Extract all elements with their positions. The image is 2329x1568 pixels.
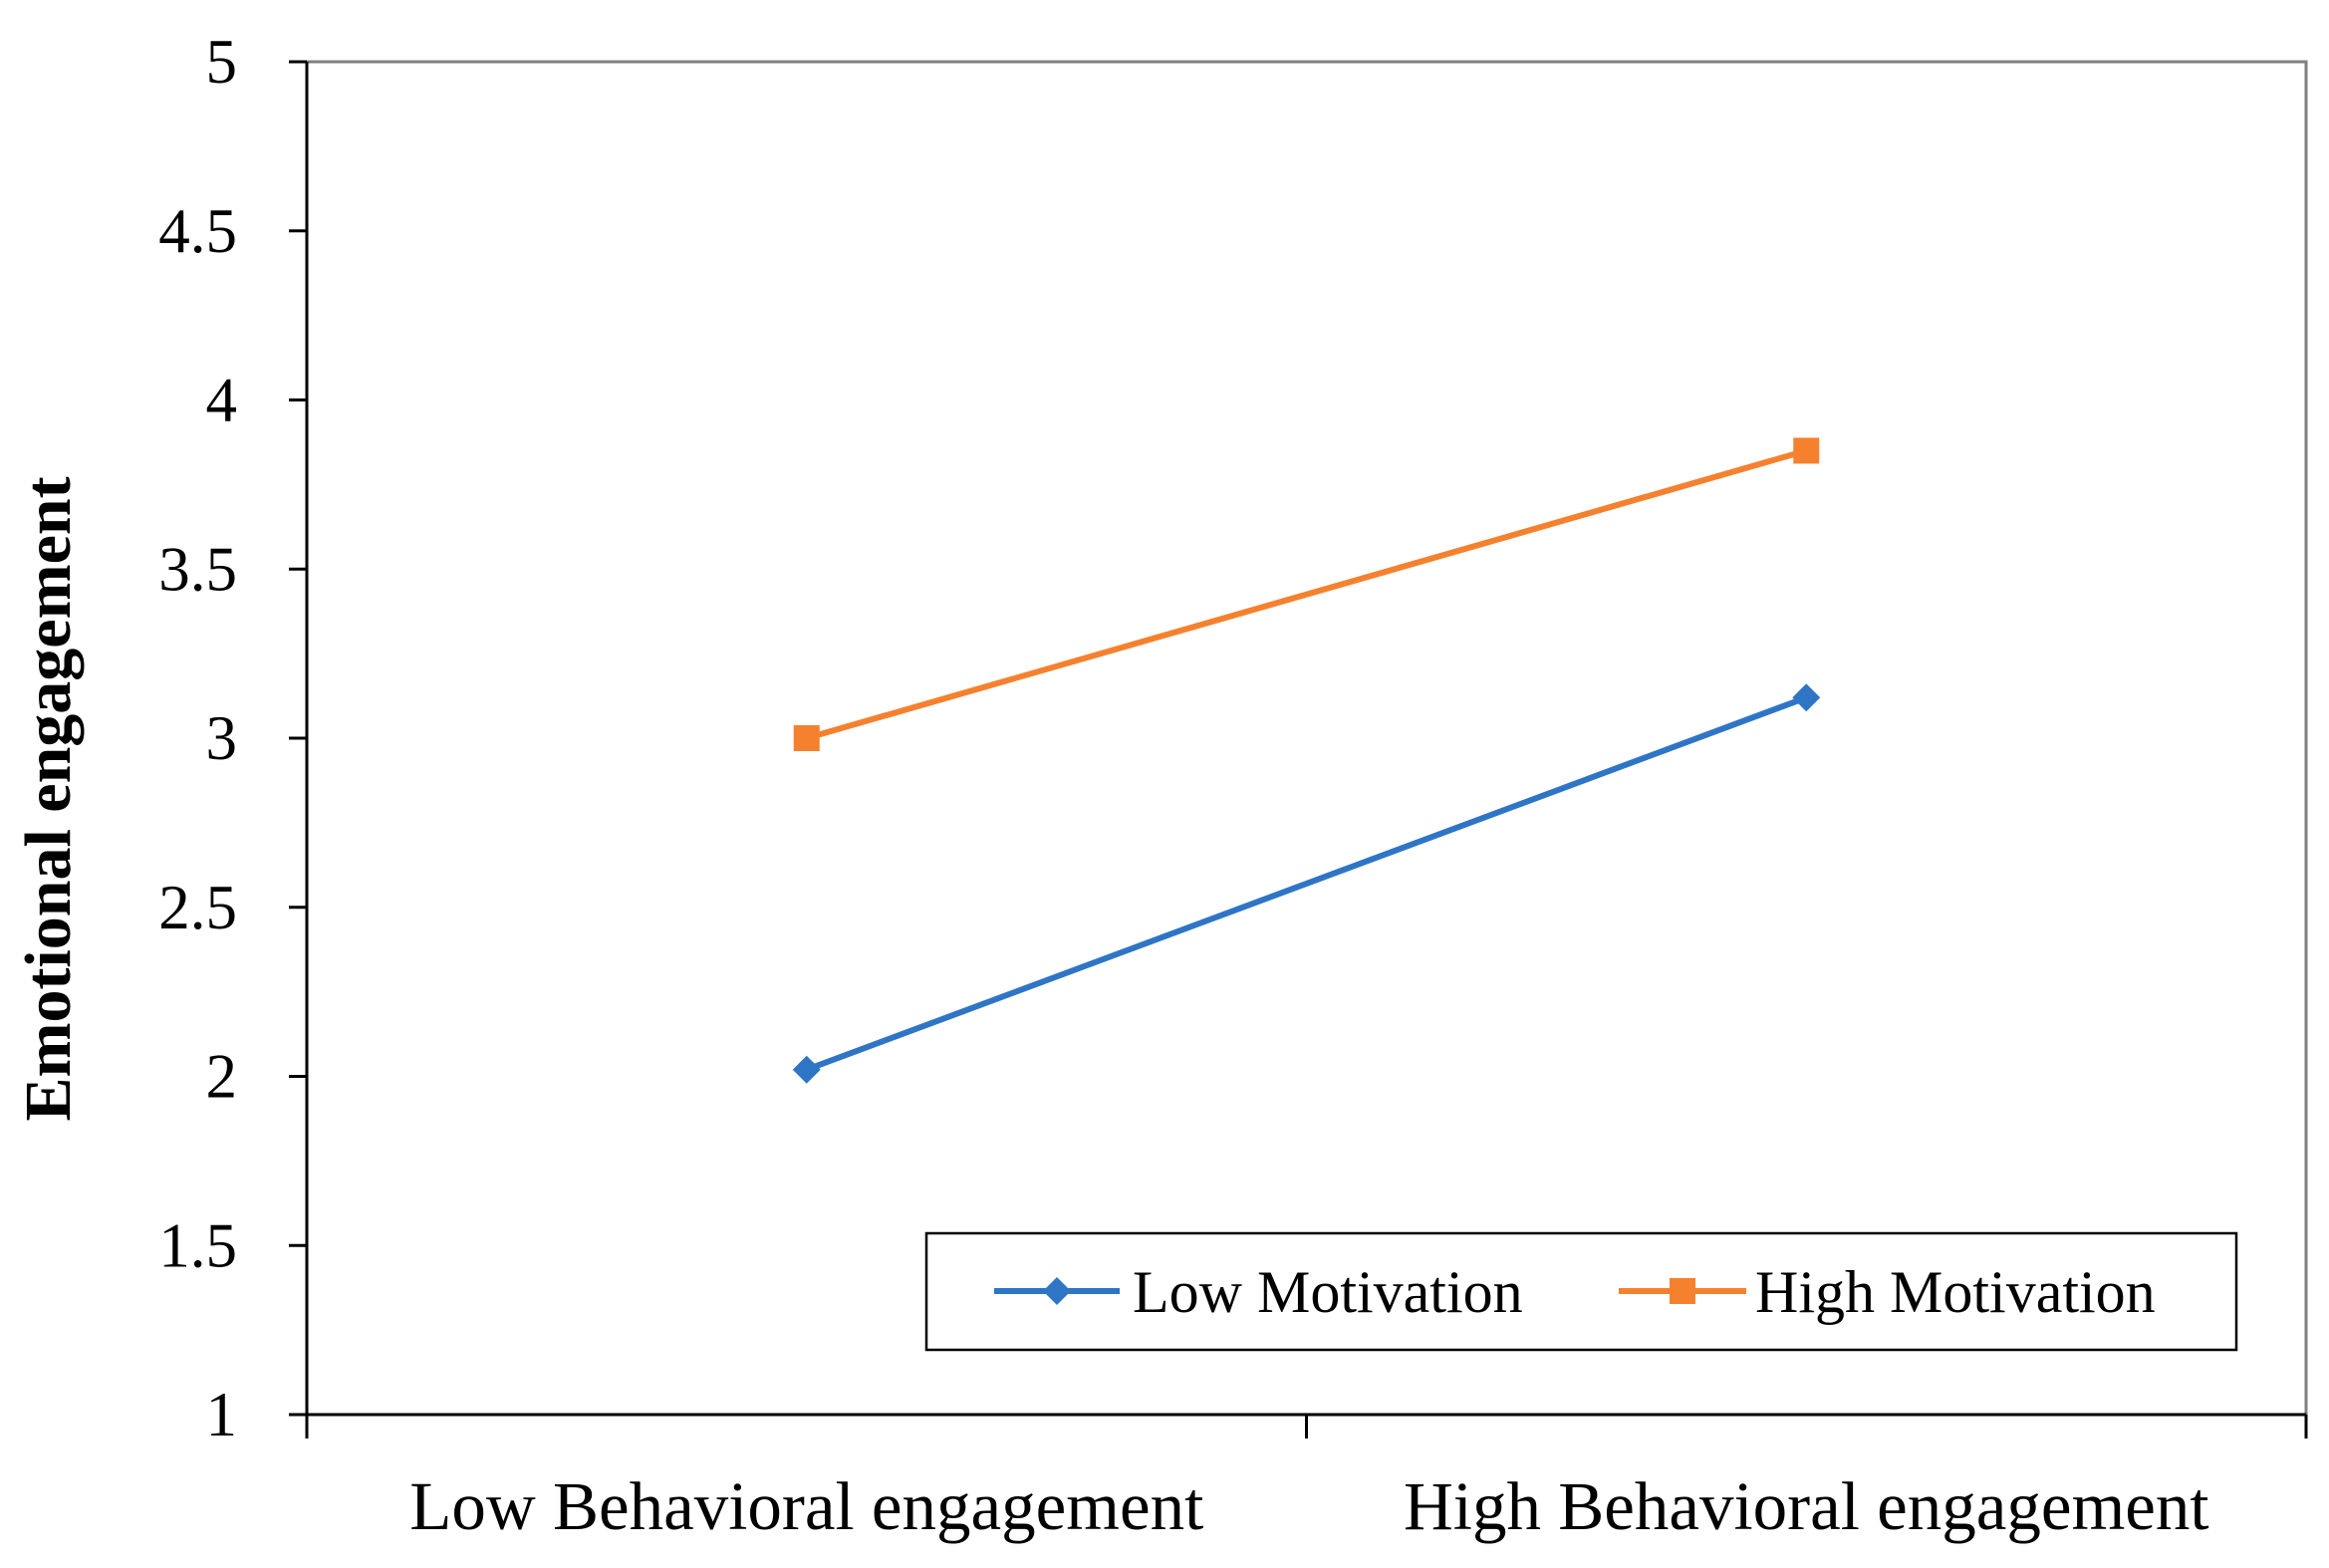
y-tick-label: 2	[206, 1042, 238, 1112]
y-tick-label: 1	[206, 1380, 238, 1449]
data-point-1-0	[793, 725, 820, 751]
series-line-1	[805, 447, 1808, 741]
legend-label-0: Low Motivation	[1133, 1259, 1523, 1325]
y-tick-label: 5	[206, 27, 238, 97]
x-tick-label: High Behavioral engagement	[1404, 1468, 2209, 1544]
y-tick-label: 3.5	[158, 534, 237, 604]
legend: Low Motivation High Motivation	[924, 1231, 2238, 1352]
legend-marker-1	[1670, 1278, 1695, 1304]
x-tick-label: Low Behavioral engagement	[409, 1468, 1203, 1544]
legend-box	[924, 1231, 2238, 1352]
data-point-1-1	[1793, 437, 1820, 464]
series-layer	[792, 437, 1821, 1084]
y-tick-label: 1.5	[158, 1210, 237, 1280]
data-point-0-0	[792, 1055, 821, 1084]
x-ticks: Low Behavioral engagement High Behavioral…	[305, 1415, 2308, 1544]
y-tick-label: 4	[206, 366, 238, 435]
legend-marker-0	[1043, 1277, 1071, 1305]
y-ticks: 1 1.5 2 2.5 3 3.5 4 4.5 5	[158, 27, 307, 1449]
data-point-0-1	[1792, 683, 1821, 712]
plot-area	[305, 60, 2308, 1417]
y-axis-title: Emotional engagement	[12, 476, 85, 1121]
legend-items: Low Motivation High Motivation	[994, 1259, 2156, 1325]
y-tick-label: 2.5	[158, 873, 237, 942]
legend-label-1: High Motivation	[1755, 1259, 2156, 1325]
y-tick-label: 4.5	[158, 196, 237, 266]
series-line-0	[805, 694, 1808, 1073]
y-tick-label: 3	[206, 703, 238, 773]
